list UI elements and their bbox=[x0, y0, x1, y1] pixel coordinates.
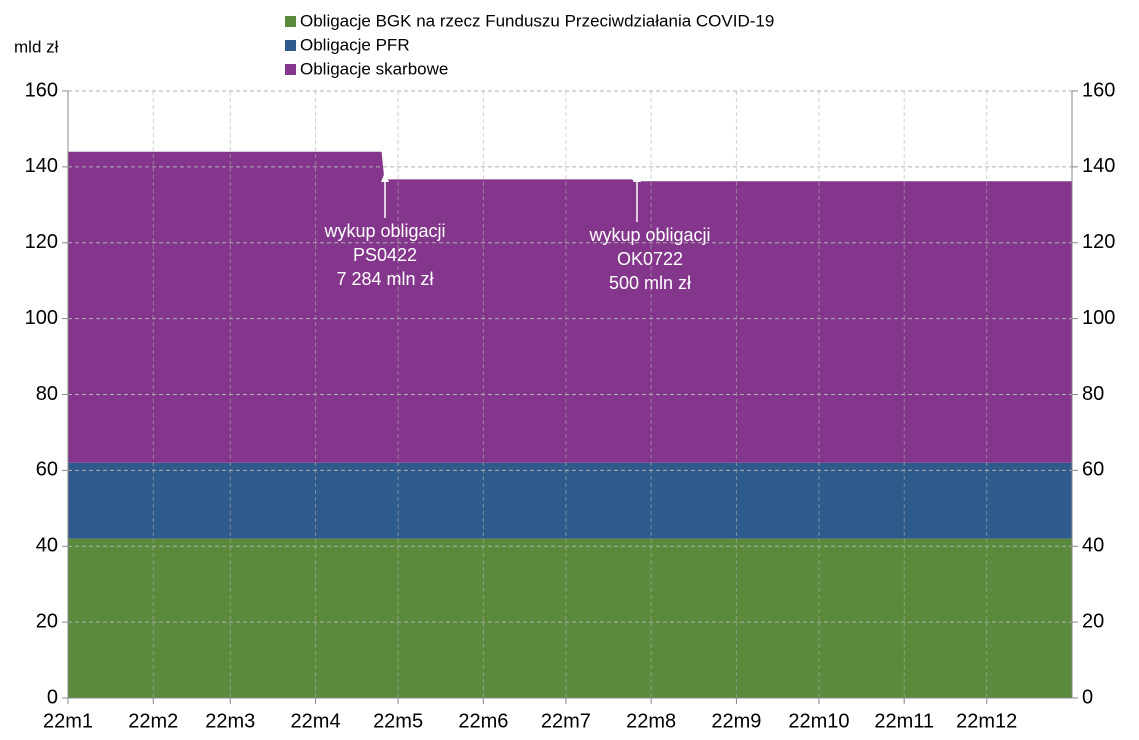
y2-tick-label: 20 bbox=[1082, 610, 1104, 632]
y2-tick-label: 140 bbox=[1082, 155, 1115, 177]
annotation-text: wykup obligacji bbox=[588, 225, 710, 245]
y2-tick-label: 100 bbox=[1082, 307, 1115, 329]
x-tick-label: 22m11 bbox=[874, 710, 934, 732]
y2-tick-label: 40 bbox=[1082, 535, 1104, 557]
x-tick-label: 22m6 bbox=[458, 710, 508, 732]
x-tick-label: 22m9 bbox=[711, 710, 761, 732]
legend-label: Obligacje skarbowe bbox=[300, 59, 448, 78]
x-tick-label: 22m7 bbox=[541, 710, 591, 732]
y2-tick-label: 80 bbox=[1082, 383, 1104, 405]
y-tick-label: 60 bbox=[36, 459, 58, 481]
legend-swatch bbox=[285, 64, 296, 75]
area bbox=[68, 462, 1072, 539]
x-tick-label: 22m10 bbox=[788, 710, 849, 732]
x-tick-label: 22m8 bbox=[626, 710, 676, 732]
y-tick-label: 20 bbox=[36, 610, 58, 632]
y2-tick-label: 160 bbox=[1082, 79, 1115, 101]
y2-tick-label: 60 bbox=[1082, 459, 1104, 481]
annotation-text: PS0422 bbox=[353, 245, 417, 265]
annotation-arrowhead bbox=[381, 172, 389, 182]
x-tick-label: 22m12 bbox=[956, 710, 1017, 732]
legend-swatch bbox=[285, 40, 296, 51]
y-tick-label: 80 bbox=[36, 383, 58, 405]
y-axis-label: mld zł bbox=[14, 37, 59, 56]
annotation-text: 500 mln zł bbox=[609, 273, 691, 293]
y-tick-label: 120 bbox=[25, 231, 58, 253]
annotation-arrowhead bbox=[633, 172, 641, 182]
y2-tick-label: 120 bbox=[1082, 231, 1115, 253]
annotation-text: 7 284 mln zł bbox=[336, 269, 433, 289]
annotation-text: wykup obligacji bbox=[323, 221, 445, 241]
legend-label: Obligacje BGK na rzecz Funduszu Przeciwd… bbox=[300, 11, 774, 30]
legend-swatch bbox=[285, 16, 296, 27]
x-tick-label: 22m2 bbox=[128, 710, 178, 732]
x-tick-label: 22m4 bbox=[291, 710, 341, 732]
y-tick-label: 40 bbox=[36, 535, 58, 557]
y-tick-label: 140 bbox=[25, 155, 58, 177]
legend-label: Obligacje PFR bbox=[300, 35, 410, 54]
area bbox=[68, 538, 1072, 698]
y-tick-label: 160 bbox=[25, 79, 58, 101]
x-tick-label: 22m5 bbox=[373, 710, 423, 732]
y2-tick-label: 0 bbox=[1082, 686, 1093, 708]
y-tick-label: 0 bbox=[47, 686, 58, 708]
area bbox=[68, 151, 1072, 463]
y-tick-label: 100 bbox=[25, 307, 58, 329]
x-tick-label: 22m1 bbox=[43, 710, 93, 732]
x-tick-label: 22m3 bbox=[205, 710, 255, 732]
annotation-text: OK0722 bbox=[617, 249, 683, 269]
